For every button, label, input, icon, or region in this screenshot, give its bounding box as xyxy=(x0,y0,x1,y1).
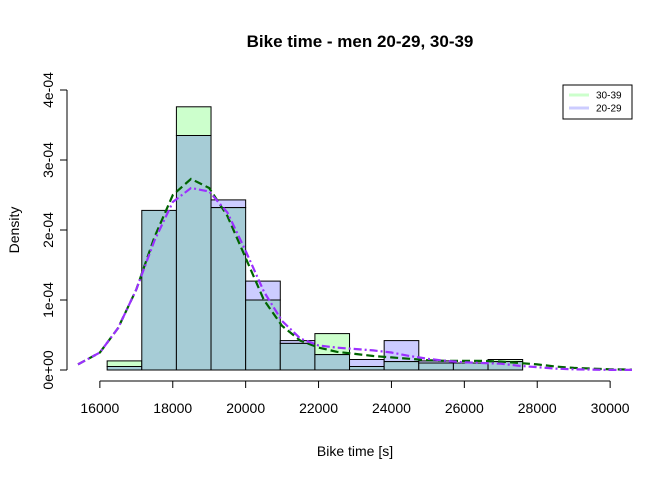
legend: 30-39 20-29 xyxy=(562,84,633,120)
bar-overlap xyxy=(383,361,420,371)
legend-label: 30-39 xyxy=(596,91,622,102)
x-tick-label: 28000 xyxy=(518,400,557,416)
bar-series-20-29 xyxy=(349,359,385,367)
bar-overlap xyxy=(314,354,351,371)
bar-overlap xyxy=(175,135,212,371)
bar-overlap xyxy=(106,366,143,371)
x-tick-label: 16000 xyxy=(80,400,119,416)
legend-box xyxy=(562,84,633,120)
bar-overlap xyxy=(279,342,316,371)
bar-overlap xyxy=(349,366,385,371)
x-tick-label: 30000 xyxy=(591,400,630,416)
bar-series-30-39 xyxy=(175,106,212,137)
bar-series-30-39 xyxy=(106,360,143,367)
y-tick-label: 1e-04 xyxy=(40,282,56,318)
x-tick-label: 24000 xyxy=(372,400,411,416)
y-axis-label: Density xyxy=(6,207,22,254)
density-curve-30-39 xyxy=(77,177,633,371)
axes: 16000 18000 20000 22000 24000 26000 28000 30000… xyxy=(40,72,630,416)
bar-overlap xyxy=(245,299,281,371)
bar-series-20-29 xyxy=(383,340,420,363)
density-curves xyxy=(77,177,633,371)
histogram-bars xyxy=(106,106,524,371)
chart-title: Bike time - men 20-29, 30-39 xyxy=(247,32,474,51)
y-tick-label: 3e-04 xyxy=(40,142,56,178)
y-tick-label: 4e-04 xyxy=(40,72,56,108)
bar-overlap xyxy=(210,207,247,371)
bar-overlap xyxy=(418,362,454,371)
legend-label: 20-29 xyxy=(596,104,622,115)
x-tick-label: 22000 xyxy=(299,400,338,416)
density-curve-20-29 xyxy=(77,186,632,371)
x-tick-label: 20000 xyxy=(226,400,265,416)
bar-overlap xyxy=(141,209,177,371)
y-tick-label: 0e+00 xyxy=(40,350,56,390)
x-tick-label: 18000 xyxy=(153,400,192,416)
x-axis-label: Bike time [s] xyxy=(317,443,393,459)
y-tick-label: 2e-04 xyxy=(40,212,56,248)
x-tick-label: 26000 xyxy=(445,400,484,416)
